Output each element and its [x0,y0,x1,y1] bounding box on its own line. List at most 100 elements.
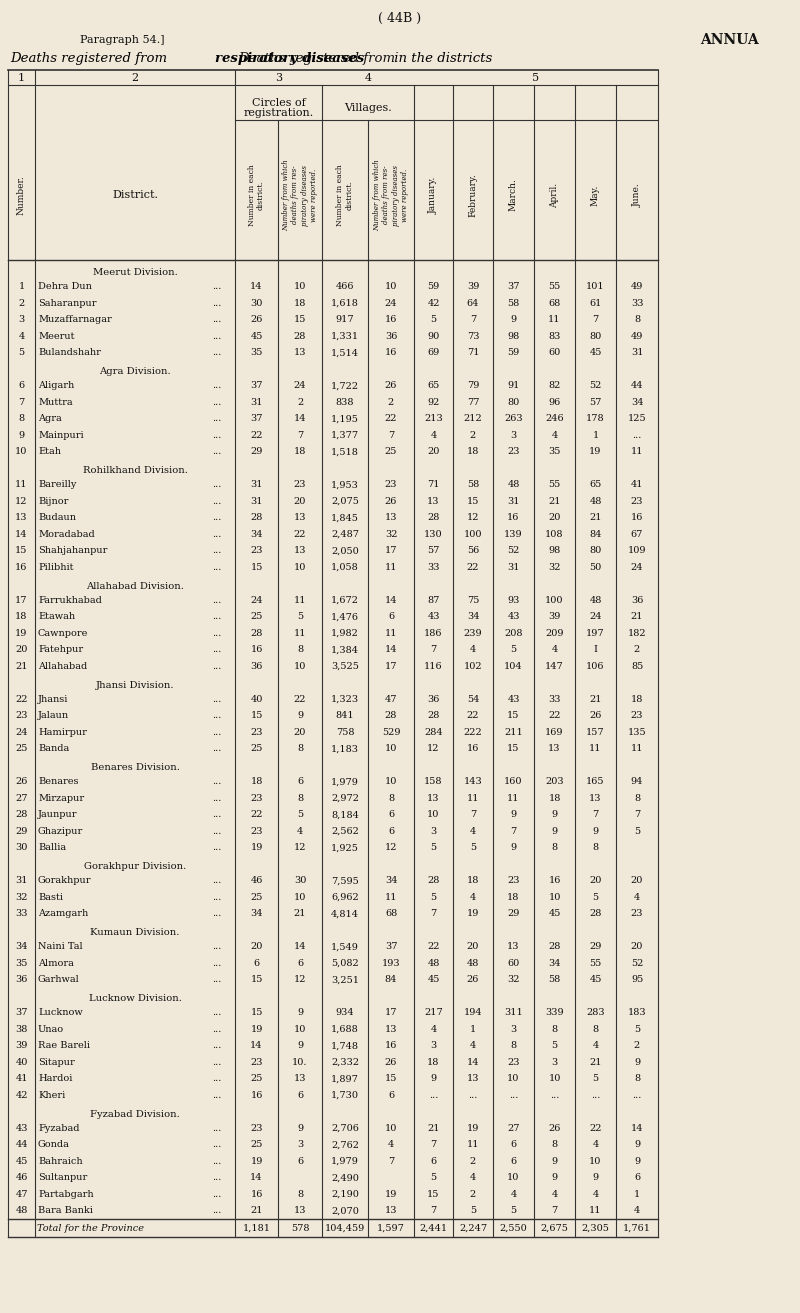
Text: Unao: Unao [38,1024,64,1033]
Text: 12: 12 [385,843,398,852]
Text: ANNUA: ANNUA [700,33,758,47]
Text: ...: ... [212,414,222,423]
Text: 22: 22 [466,712,479,721]
Text: 38: 38 [15,1024,28,1033]
Text: 1,688: 1,688 [331,1024,359,1033]
Text: Benares Division.: Benares Division. [90,763,179,772]
Text: ...: ... [212,431,222,440]
Text: 2: 2 [634,645,640,654]
Text: ...: ... [212,1091,222,1100]
Text: 6: 6 [388,612,394,621]
Text: 1: 1 [470,1024,476,1033]
Text: 55: 55 [548,282,561,291]
Text: 2,562: 2,562 [331,827,359,836]
Text: 1,982: 1,982 [331,629,359,638]
Text: 5: 5 [533,74,539,83]
Text: 4: 4 [365,74,371,83]
Text: 11: 11 [630,744,643,754]
Text: 758: 758 [336,727,354,737]
Text: ...: ... [212,1058,222,1066]
Text: 4: 4 [430,1024,437,1033]
Text: 22: 22 [250,431,262,440]
Text: 43: 43 [15,1124,28,1133]
Text: 28: 28 [385,712,397,721]
Text: ...: ... [212,546,222,555]
Text: 22: 22 [427,943,440,951]
Text: 14: 14 [294,943,306,951]
Text: 39: 39 [467,282,479,291]
Text: 18: 18 [250,777,262,786]
Text: Benares: Benares [38,777,78,786]
Text: ...: ... [212,1024,222,1033]
Text: Muzaffarnagar: Muzaffarnagar [38,315,112,324]
Text: 209: 209 [546,629,564,638]
Text: 11: 11 [630,448,643,456]
Text: ...: ... [212,1041,222,1050]
Text: 7: 7 [18,398,25,407]
Text: 6: 6 [297,1157,303,1166]
Text: 15: 15 [250,1008,262,1018]
Text: 19: 19 [467,1124,479,1133]
Text: ...: ... [632,1091,642,1100]
Text: 4: 4 [592,1190,598,1199]
Text: 2,762: 2,762 [331,1140,359,1149]
Text: 13: 13 [294,1207,306,1216]
Text: 36: 36 [15,976,28,985]
Text: 1,377: 1,377 [331,431,359,440]
Text: 82: 82 [548,381,561,390]
Text: 71: 71 [427,481,440,490]
Text: 1,183: 1,183 [331,744,359,754]
Text: 23: 23 [250,794,262,802]
Text: 19: 19 [467,909,479,918]
Text: 19: 19 [385,1190,397,1199]
Text: 13: 13 [466,1074,479,1083]
Text: 27: 27 [507,1124,520,1133]
Text: 35: 35 [15,958,28,968]
Text: 21: 21 [548,496,561,506]
Text: 37: 37 [385,943,398,951]
Text: 13: 13 [15,513,28,523]
Text: 8: 8 [634,794,640,802]
Text: 3: 3 [297,1140,303,1149]
Text: Fyzabad: Fyzabad [38,1124,79,1133]
Text: 7: 7 [388,1157,394,1166]
Text: 213: 213 [424,414,443,423]
Text: 4: 4 [551,1190,558,1199]
Text: 2,075: 2,075 [331,496,359,506]
Text: 1: 1 [18,282,25,291]
Text: 61: 61 [590,299,602,307]
Text: May.: May. [591,184,600,206]
Text: 1,748: 1,748 [331,1041,359,1050]
Text: ...: ... [212,629,222,638]
Text: 29: 29 [250,448,262,456]
Text: 135: 135 [628,727,646,737]
Text: 85: 85 [631,662,643,671]
Text: 77: 77 [466,398,479,407]
Text: 36: 36 [631,596,643,605]
Text: 10: 10 [590,1157,602,1166]
Text: Mainpuri: Mainpuri [38,431,84,440]
Text: 22: 22 [294,529,306,538]
Text: 10: 10 [507,1174,520,1182]
Text: 838: 838 [336,398,354,407]
Text: District.: District. [112,190,158,200]
Text: 32: 32 [15,893,28,902]
Text: 3: 3 [430,827,437,836]
Text: 13: 13 [507,943,520,951]
Text: 9: 9 [593,1174,598,1182]
Text: 6: 6 [297,777,303,786]
Text: 116: 116 [424,662,443,671]
Text: Mirzapur: Mirzapur [38,794,84,802]
Text: ( 44B ): ( 44B ) [378,12,422,25]
Text: Number.: Number. [17,175,26,215]
Text: 183: 183 [628,1008,646,1018]
Text: 18: 18 [294,299,306,307]
Text: 26: 26 [385,381,397,390]
Text: Bara Banki: Bara Banki [38,1207,93,1216]
Text: 50: 50 [590,563,602,571]
Text: 21: 21 [590,1058,602,1066]
Text: 4: 4 [297,827,303,836]
Text: ...: ... [550,1091,559,1100]
Text: Fatehpur: Fatehpur [38,645,83,654]
Text: 10: 10 [507,1074,520,1083]
